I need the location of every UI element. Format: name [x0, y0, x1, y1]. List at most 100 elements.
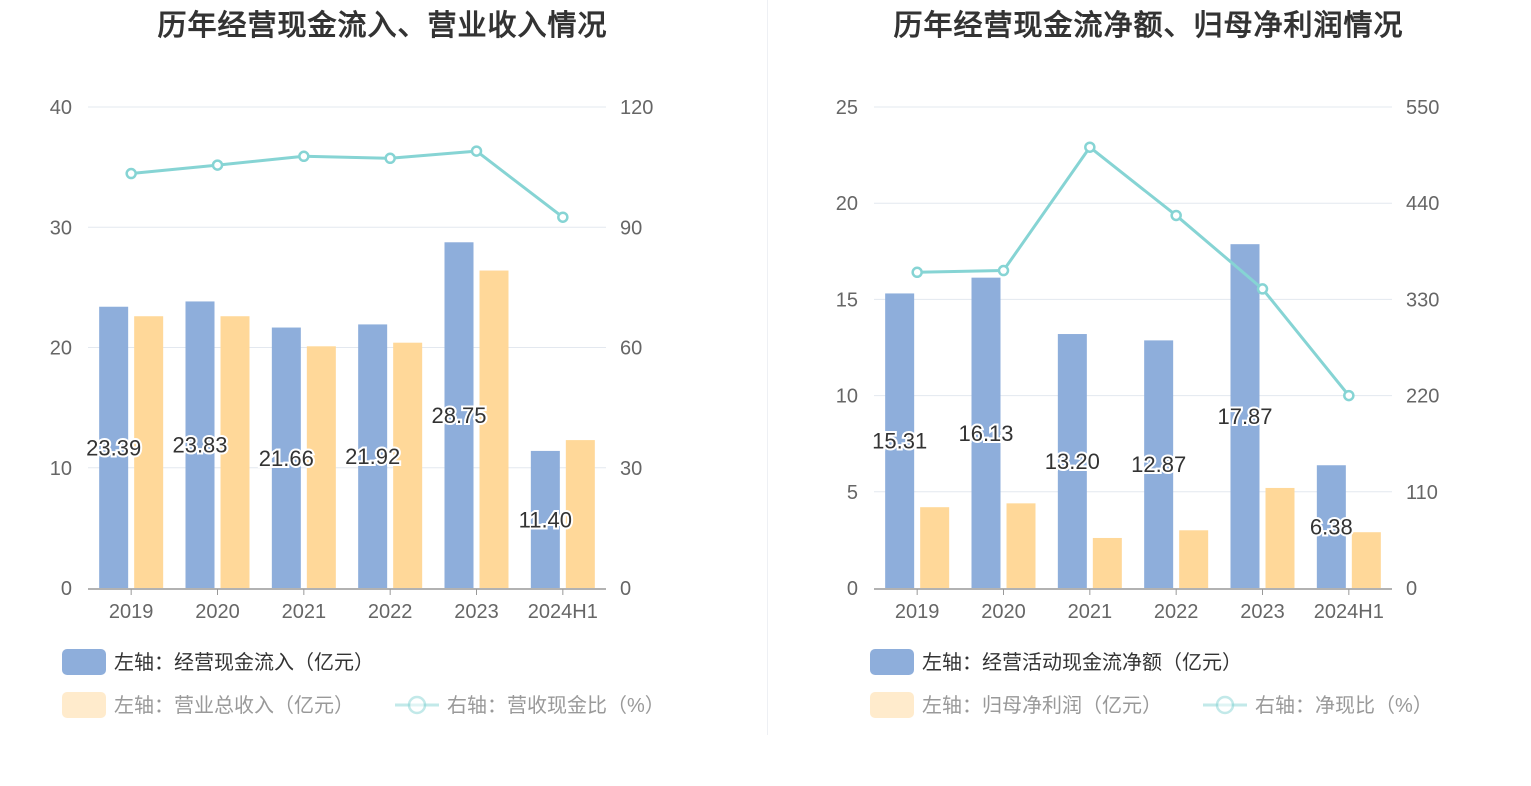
bar [565, 440, 595, 588]
y-tick-right: 0 [1406, 578, 1417, 600]
bar [1316, 465, 1346, 588]
bar [479, 270, 509, 588]
y-tick-right: 90 [620, 217, 642, 239]
bar [444, 242, 474, 588]
data-label: 15.31 [872, 429, 927, 454]
data-label: 6.38 [1310, 515, 1353, 540]
line-point [211, 159, 224, 171]
panel-divider [767, 0, 768, 735]
legend-label: 右轴：净现比（%） [1255, 694, 1433, 717]
line-point [1084, 141, 1096, 153]
x-tick-label: 2019 [895, 601, 940, 623]
data-label: 23.39 [86, 435, 141, 460]
data-label: 12.87 [1131, 452, 1186, 477]
bar [220, 316, 250, 588]
bar [971, 277, 1001, 588]
y-tick-left: 10 [836, 386, 858, 408]
data-label: 13.20 [1045, 449, 1100, 474]
bar [1351, 532, 1381, 588]
legend-label: 左轴：营业总收入（亿元） [114, 694, 354, 717]
bar [1230, 244, 1260, 588]
x-tick-label: 2019 [109, 601, 154, 623]
x-tick-label: 2022 [368, 601, 413, 623]
line-point [911, 266, 923, 279]
data-label: 21.66 [259, 446, 314, 471]
line-point [470, 145, 483, 157]
bar [1144, 340, 1174, 588]
y-tick-right: 0 [620, 578, 631, 600]
legend-label: 右轴：营收现金比（%） [447, 694, 665, 717]
bar [271, 327, 301, 588]
y-tick-right: 440 [1406, 193, 1439, 215]
y-tick-right: 550 [1406, 97, 1439, 119]
bar [134, 316, 164, 588]
data-label: 17.87 [1217, 404, 1272, 429]
bar [306, 346, 336, 588]
line-point [298, 150, 310, 163]
bar [920, 507, 950, 588]
bar [185, 301, 215, 588]
x-tick-label: 2021 [282, 601, 327, 623]
line-point [1170, 209, 1182, 222]
line-point [384, 152, 396, 165]
y-tick-left: 15 [836, 289, 858, 311]
data-label: 11.40 [519, 507, 572, 532]
chart-panel-left: 历年经营现金流入、营业收入情况 0 10 20 30 40 0 30 60 90 120 2019 2… [0, 0, 765, 786]
x-tick-label: 2021 [1068, 601, 1113, 623]
legend-label: 左轴：经营活动现金流净额（亿元） [922, 651, 1242, 674]
legend-swatch [62, 649, 106, 675]
x-tick-label: 2020 [981, 601, 1026, 623]
bar [1006, 503, 1036, 588]
y-tick-left: 40 [50, 97, 72, 119]
legend-swatch [870, 692, 914, 718]
x-tick-label: 2022 [1154, 601, 1199, 623]
legend-label: 左轴：经营现金流入（亿元） [114, 651, 374, 674]
x-tick-label: 2023 [454, 601, 499, 623]
bar [1179, 530, 1209, 588]
y-tick-left: 0 [61, 578, 72, 600]
bar [358, 324, 388, 588]
y-tick-right: 120 [620, 97, 653, 119]
y-tick-left: 5 [847, 482, 858, 504]
chart-title: 历年经营现金流净额、归母净利润情况 [893, 10, 1404, 42]
legend-line-marker [1215, 695, 1235, 715]
bar [885, 293, 915, 588]
line-point [997, 264, 1010, 277]
data-label: 21.92 [345, 444, 400, 469]
data-label: 28.75 [431, 403, 486, 428]
chart-title: 历年经营现金流入、营业收入情况 [157, 10, 608, 42]
y-tick-left: 25 [836, 97, 858, 119]
chart-plot: 0 10 20 30 40 0 30 60 90 120 2019 2020 2021 2022 2023 2… [50, 97, 665, 718]
y-tick-right: 60 [620, 338, 642, 360]
y-tick-right: 30 [620, 458, 642, 480]
x-tick-label: 2020 [195, 601, 240, 623]
bar [1265, 487, 1295, 588]
y-tick-right: 330 [1406, 289, 1439, 311]
bar [1057, 334, 1087, 588]
x-tick-label: 2024H1 [1314, 601, 1384, 623]
y-tick-right: 110 [1406, 482, 1438, 504]
y-tick-left: 10 [50, 458, 72, 480]
line-point [1343, 389, 1355, 402]
x-tick-label: 2023 [1240, 601, 1285, 623]
chart-panel-right: 历年经营现金流净额、归母净利润情况 0 5 10 15 20 25 0 110 220 330 44… [766, 0, 1531, 786]
legend-swatch [62, 692, 106, 718]
legend-swatch [870, 649, 914, 675]
data-label: 23.83 [172, 433, 227, 458]
series-line [917, 145, 1350, 397]
series-line [131, 149, 564, 219]
chart-plot: 0 5 10 15 20 25 0 110 220 330 440 550 2019 2020 2021 20… [836, 97, 1439, 718]
legend-label: 左轴：归母净利润（亿元） [922, 694, 1162, 717]
y-tick-left: 20 [50, 338, 72, 360]
y-tick-left: 20 [836, 193, 858, 215]
bar [393, 342, 423, 588]
bar [99, 306, 129, 588]
y-tick-left: 30 [50, 217, 72, 239]
data-label: 16.13 [958, 421, 1013, 446]
legend-line-marker [407, 695, 427, 715]
y-tick-right: 220 [1406, 386, 1439, 408]
line-point [1256, 283, 1269, 295]
line-point [125, 167, 137, 180]
line-point [557, 211, 569, 223]
y-tick-left: 0 [847, 578, 858, 600]
